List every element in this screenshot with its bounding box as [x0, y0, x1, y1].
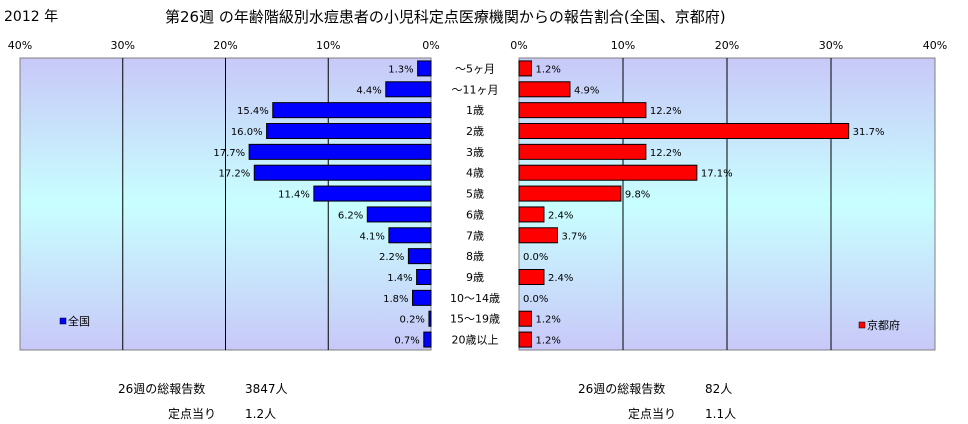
national-bar — [313, 185, 432, 202]
kyoto-data-label: 12.2% — [650, 106, 682, 117]
national-bar — [366, 206, 432, 223]
kyoto-legend-swatch — [858, 321, 866, 329]
kyoto-bar — [518, 60, 532, 77]
category-label: 5歳 — [466, 188, 484, 201]
kyoto-bar — [518, 269, 545, 285]
national-bar — [428, 310, 432, 327]
kyoto-bar — [518, 123, 850, 139]
national-data-label: 1.3% — [388, 64, 413, 75]
national-data-label: 17.2% — [218, 169, 250, 180]
national-total-value: 3847人 — [245, 382, 288, 396]
category-label: 1歳 — [466, 104, 484, 117]
national-data-label: 15.4% — [237, 106, 269, 117]
category-label: 8歳 — [466, 250, 484, 263]
kyoto-bar — [518, 331, 532, 348]
year-label: 2012 年 — [4, 9, 59, 25]
kyoto-legend-label: 京都府 — [867, 318, 900, 332]
national-per-label: 定点当り — [168, 407, 217, 421]
kyoto-bar — [518, 81, 571, 98]
right-x-tick-label: 10% — [611, 39, 635, 52]
category-label: 4歳 — [466, 167, 484, 180]
kyoto-data-label: 9.8% — [625, 190, 650, 201]
national-data-label: 6.2% — [338, 210, 363, 221]
category-label: 15～19歳 — [450, 313, 500, 326]
category-label: 2歳 — [466, 125, 484, 138]
kyoto-bar — [518, 185, 622, 202]
category-label: 6歳 — [466, 208, 484, 221]
national-data-label: 4.4% — [356, 85, 381, 96]
left-x-tick-label: 10% — [316, 39, 340, 52]
category-label: ～5ヶ月 — [455, 62, 495, 75]
national-bar — [248, 143, 432, 160]
kyoto-data-label: 1.2% — [535, 315, 560, 326]
national-per-value: 1.2人 — [245, 407, 277, 421]
kyoto-bar — [518, 310, 532, 327]
national-legend-swatch — [59, 317, 67, 325]
kyoto-data-label: 0.0% — [523, 252, 548, 263]
national-bar — [388, 227, 432, 244]
kyoto-data-label: 12.2% — [650, 148, 682, 159]
right-x-tick-label: 30% — [819, 39, 843, 52]
kyoto-total-label: 26週の総報告数 — [578, 382, 666, 396]
kyoto-bar — [518, 227, 558, 244]
kyoto-data-label: 4.9% — [574, 85, 599, 96]
kyoto-total-value: 82人 — [705, 382, 733, 396]
national-data-label: 4.1% — [359, 231, 384, 242]
national-data-label: 2.2% — [379, 252, 404, 263]
kyoto-bar — [518, 143, 647, 160]
national-legend-label: 全国 — [68, 314, 90, 328]
national-total-label: 26週の総報告数 — [118, 382, 206, 396]
category-label: 3歳 — [466, 146, 484, 159]
kyoto-data-label: 3.7% — [561, 231, 586, 242]
kyoto-per-value: 1.1人 — [705, 407, 737, 421]
national-data-label: 16.0% — [231, 127, 263, 138]
national-data-label: 1.4% — [387, 273, 412, 284]
national-bar — [385, 81, 432, 98]
kyoto-data-label: 2.4% — [548, 210, 573, 221]
kyoto-data-label: 2.4% — [548, 273, 573, 284]
national-data-label: 0.2% — [400, 315, 425, 326]
kyoto-data-label: 1.2% — [535, 64, 560, 75]
left-x-tick-label: 0% — [422, 39, 439, 52]
kyoto-bar — [518, 102, 647, 119]
kyoto-data-label: 1.2% — [535, 336, 560, 347]
kyoto-bar — [518, 164, 698, 181]
right-x-tick-label: 20% — [715, 39, 739, 52]
national-data-label: 11.4% — [278, 190, 310, 201]
kyoto-data-label: 31.7% — [853, 127, 885, 138]
national-bar — [417, 60, 432, 77]
left-x-tick-label: 20% — [213, 39, 237, 52]
category-label: 20歳以上 — [452, 334, 499, 347]
national-data-label: 0.7% — [394, 336, 419, 347]
left-x-tick-label: 30% — [111, 39, 135, 52]
right-x-tick-label: 0% — [510, 39, 527, 52]
national-bar — [407, 248, 432, 265]
chart-area: 0% 0% 10% 10% 20% 20% 30% 30% 40% 40% 1.3% 1.2% ～5ヶ月… — [8, 39, 947, 351]
kyoto-data-label: 0.0% — [523, 294, 548, 305]
kyoto-data-label: 17.1% — [701, 169, 733, 180]
national-data-label: 17.7% — [213, 148, 245, 159]
category-label: 7歳 — [466, 229, 484, 242]
category-label: ～11ヶ月 — [452, 83, 499, 96]
national-data-label: 1.8% — [383, 294, 408, 305]
left-x-tick-label: 40% — [8, 39, 32, 52]
category-label: 9歳 — [466, 271, 484, 284]
national-bar — [272, 102, 432, 119]
kyoto-bar — [518, 206, 545, 223]
kyoto-per-label: 定点当り — [628, 407, 677, 421]
category-label: 10～14歳 — [450, 292, 500, 305]
national-bar — [253, 164, 432, 181]
national-bar — [412, 289, 432, 306]
national-bar — [416, 269, 432, 285]
right-x-tick-label: 40% — [923, 39, 947, 52]
national-bar — [423, 331, 432, 348]
national-bar — [266, 123, 432, 139]
chart-title: 第26週 の年齢階級別水痘患者の小児科定点医療機関からの報告割合(全国、京都府) — [165, 8, 726, 26]
